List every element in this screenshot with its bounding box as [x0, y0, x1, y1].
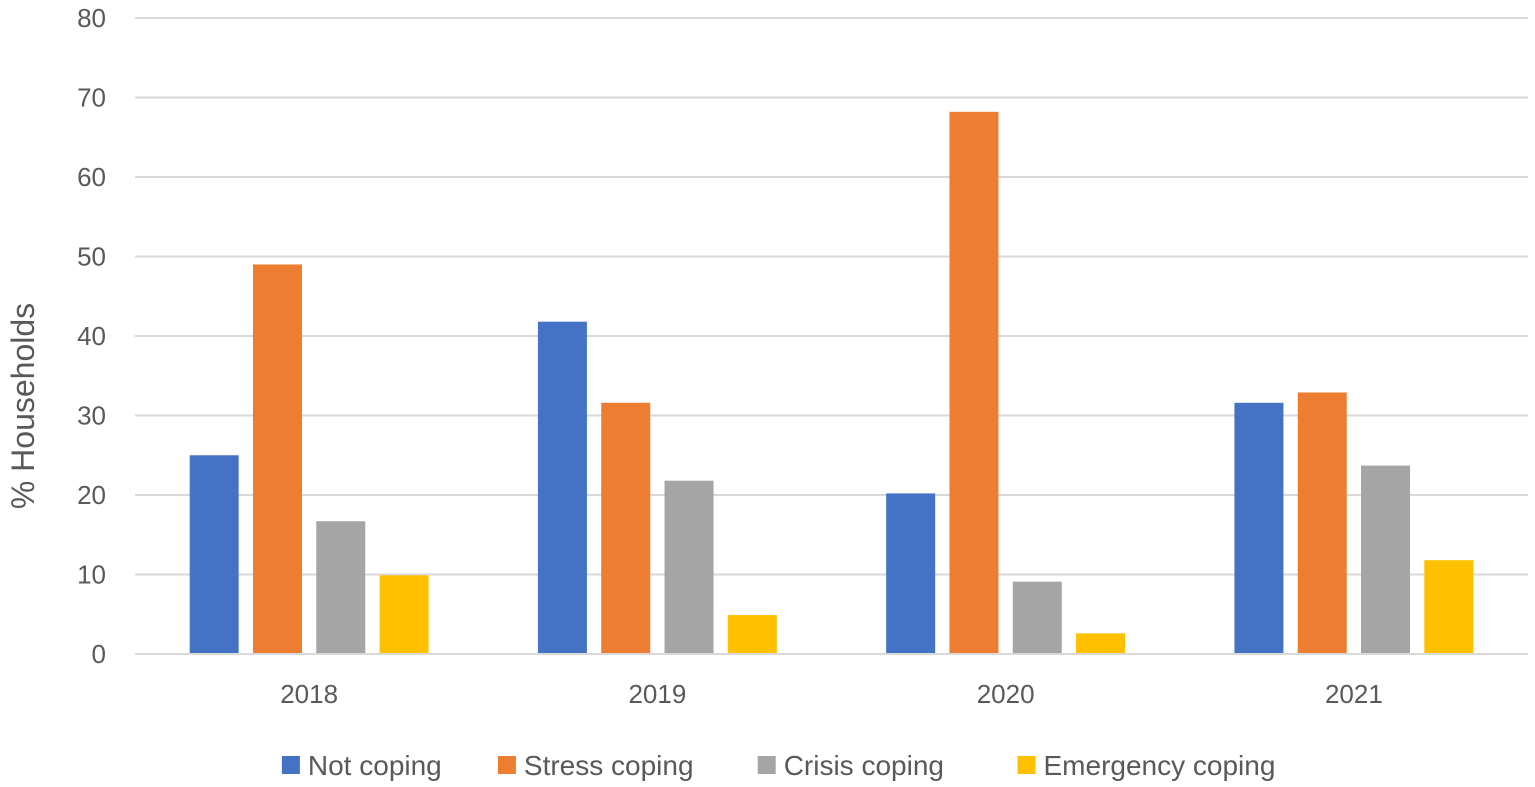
- legend-swatch: [497, 756, 516, 774]
- legend-swatch: [1017, 756, 1036, 774]
- x-tick-label: 2018: [280, 679, 338, 709]
- y-tick-label: 60: [77, 162, 106, 192]
- legend-item-not-coping: Not coping: [281, 750, 442, 781]
- legend-item-emergency-coping: Emergency coping: [1017, 750, 1276, 781]
- legend-label: Emergency coping: [1044, 750, 1276, 781]
- legend-label: Not coping: [308, 750, 442, 781]
- x-tick-label: 2019: [628, 679, 686, 709]
- y-tick-label: 50: [77, 242, 106, 272]
- legend-swatch: [281, 756, 300, 774]
- y-tick-label: 40: [77, 321, 106, 351]
- y-tick-label: 0: [92, 639, 106, 669]
- bar-stress-coping-2018: [252, 264, 302, 654]
- legend-item-crisis-coping: Crisis coping: [757, 750, 944, 781]
- y-tick-label: 30: [77, 401, 106, 431]
- x-tick-label: 2020: [977, 679, 1035, 709]
- bar-emergency-coping-2019: [727, 615, 777, 654]
- bar-crisis-coping-2021: [1361, 465, 1411, 654]
- legend-swatch: [757, 756, 776, 774]
- y-tick-label: 80: [77, 3, 106, 33]
- gridlines: [135, 17, 1528, 576]
- bars: [189, 111, 1474, 654]
- x-tick-label: 2021: [1325, 679, 1383, 709]
- bar-emergency-coping-2020: [1076, 633, 1126, 654]
- y-tick-label: 10: [77, 560, 106, 590]
- bar-crisis-coping-2019: [664, 480, 714, 654]
- bar-crisis-coping-2020: [1012, 581, 1062, 654]
- bar-stress-coping-2020: [949, 111, 999, 654]
- bar-not-coping-2021: [1234, 402, 1284, 654]
- bar-not-coping-2019: [537, 321, 587, 654]
- x-axis-ticks: 2018 2019 2020 2021: [280, 679, 1383, 709]
- bar-emergency-coping-2021: [1424, 560, 1474, 654]
- bar-not-coping-2020: [886, 493, 936, 654]
- bar-not-coping-2018: [189, 455, 239, 654]
- legend-label: Stress coping: [524, 750, 694, 781]
- y-axis-ticks: 0 10 20 30 40 50 60 70 80: [77, 3, 106, 669]
- legend-label: Crisis coping: [784, 750, 944, 781]
- bar-emergency-coping-2018: [379, 575, 429, 654]
- bar-stress-coping-2021: [1297, 392, 1347, 654]
- bar-stress-coping-2019: [601, 402, 651, 654]
- y-tick-label: 20: [77, 480, 106, 510]
- bar-crisis-coping-2018: [316, 521, 366, 654]
- legend-item-stress-coping: Stress coping: [497, 750, 694, 781]
- legend: Not coping Stress coping Crisis coping Emer…: [281, 750, 1276, 781]
- y-axis-title: % Households: [5, 303, 41, 509]
- y-tick-label: 70: [77, 83, 106, 113]
